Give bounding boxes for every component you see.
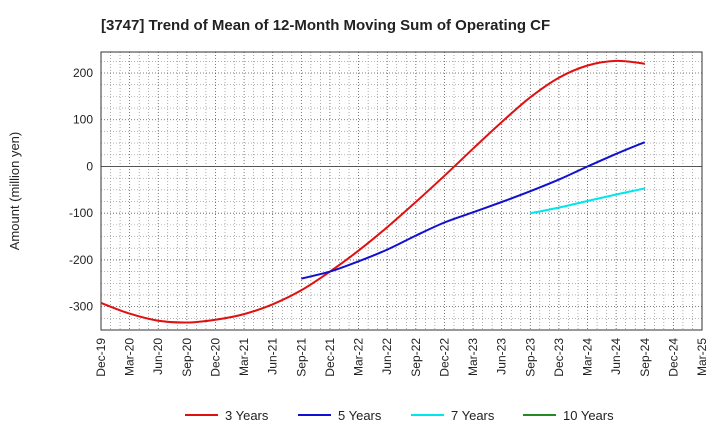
legend-label-10-years: 10 Years — [563, 408, 614, 423]
x-tick-label: Jun-20 — [151, 338, 165, 375]
x-tick-label: Jun-24 — [609, 338, 623, 375]
chart-title: [3747] Trend of Mean of 12-Month Moving … — [101, 17, 550, 34]
x-tick-label: Jun-22 — [380, 338, 394, 375]
x-tick-label: Dec-19 — [94, 338, 108, 377]
x-tick-label: Mar-21 — [237, 338, 251, 376]
x-tick-label: Dec-21 — [323, 338, 337, 377]
x-tick-label: Jun-23 — [495, 338, 509, 375]
series-line-7-years — [530, 187, 646, 215]
x-tick-label: Mar-20 — [123, 338, 137, 376]
x-tick-label: Dec-22 — [437, 338, 451, 377]
plot-area: 200 100 0 -100 -200 -300 Dec-19 Mar-20 Jun-20 Sep… — [69, 51, 709, 377]
y-tick-label: 200 — [73, 66, 93, 80]
series-line-5-years — [301, 141, 646, 280]
x-tick-label: Sep-21 — [294, 338, 308, 377]
x-tick-label: Sep-22 — [409, 338, 423, 377]
y-tick-label: 100 — [73, 113, 93, 127]
x-tick-label: Mar-22 — [352, 338, 366, 376]
series-line-3-years — [100, 59, 645, 324]
x-tick-label: Sep-23 — [523, 338, 537, 377]
legend-label-3-years: 3 Years — [225, 408, 269, 423]
legend-label-7-years: 7 Years — [451, 408, 495, 423]
plot-frame — [100, 51, 703, 331]
x-tick-label: Sep-20 — [180, 338, 194, 377]
y-tick-label: 0 — [86, 159, 93, 173]
x-tick-label: Dec-24 — [666, 338, 680, 377]
x-tick-label: Mar-23 — [466, 338, 480, 376]
y-tick-label: -100 — [69, 206, 93, 220]
x-tick-label: Mar-24 — [581, 338, 595, 376]
y-axis-label: Amount (million yen) — [7, 132, 22, 251]
y-tick-label: -200 — [69, 253, 93, 267]
legend: 3 Years 5 Years 7 Years 10 Years — [185, 408, 614, 423]
legend-label-5-years: 5 Years — [338, 408, 382, 423]
x-tick-label: Sep-24 — [638, 338, 652, 377]
x-tick-label: Dec-20 — [208, 338, 222, 377]
x-tick-label: Jun-21 — [266, 338, 280, 375]
x-tick-label: Mar-25 — [695, 338, 709, 376]
x-tick-label: Dec-23 — [552, 338, 566, 377]
y-tick-label: -300 — [69, 300, 93, 314]
